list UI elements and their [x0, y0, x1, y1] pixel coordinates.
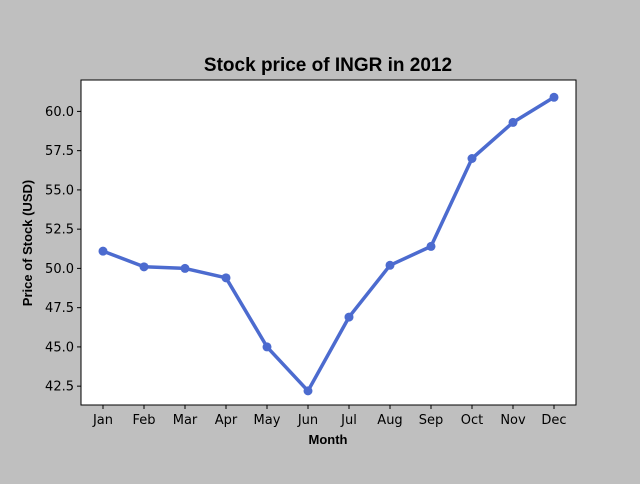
y-axis-label: Price of Stock (USD): [20, 180, 35, 306]
data-point-nov: [509, 118, 518, 127]
x-tick-label: Jan: [92, 413, 113, 428]
x-tick-label: Jul: [340, 413, 357, 428]
data-point-sep: [427, 242, 436, 251]
x-tick-label: Aug: [377, 413, 402, 428]
data-point-aug: [386, 261, 395, 270]
y-tick-label: 55.0: [45, 183, 74, 198]
data-point-jul: [345, 313, 354, 322]
data-point-jan: [99, 247, 108, 256]
x-tick-label: Jun: [297, 413, 318, 428]
chart-title: Stock price of INGR in 2012: [204, 55, 452, 76]
y-tick-label: 42.5: [45, 380, 74, 395]
data-point-oct: [468, 154, 477, 163]
y-tick-label: 45.0: [45, 340, 74, 355]
y-tick-label: 60.0: [45, 105, 74, 120]
x-tick-label: Dec: [541, 413, 566, 428]
x-tick-label: May: [254, 413, 281, 428]
data-point-feb: [140, 262, 149, 271]
data-point-jun: [304, 386, 313, 395]
x-tick-label: Sep: [419, 413, 444, 428]
data-point-mar: [181, 264, 190, 273]
data-point-may: [263, 342, 272, 351]
data-point-dec: [550, 93, 559, 102]
y-tick-label: 52.5: [45, 223, 74, 238]
x-axis-label: Month: [309, 432, 348, 447]
y-axis-ticks: 42.5 45.0 47.5 50.0 52.5 55.0 57.5 60.0: [45, 105, 81, 395]
x-tick-label: Apr: [215, 413, 238, 428]
x-tick-label: Mar: [173, 413, 198, 428]
y-tick-label: 47.5: [45, 301, 74, 316]
y-tick-label: 50.0: [45, 262, 74, 277]
x-tick-label: Feb: [132, 413, 155, 428]
x-tick-label: Oct: [461, 413, 483, 428]
x-axis-ticks: Jan Feb Mar Apr May Jun Jul Aug Sep Oct Nov Dec: [92, 405, 567, 428]
y-tick-label: 57.5: [45, 144, 74, 159]
data-point-apr: [222, 273, 231, 282]
x-tick-label: Nov: [500, 413, 526, 428]
